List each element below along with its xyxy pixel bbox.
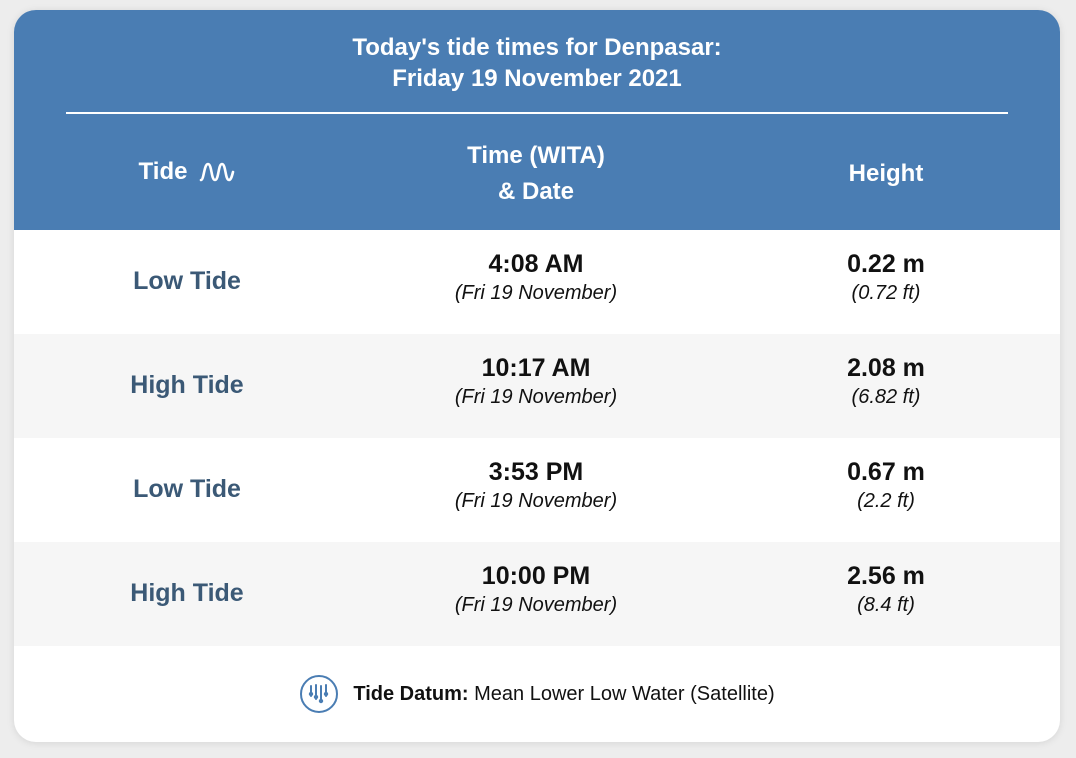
- table-row: Low Tide 4:08 AM (Fri 19 November) 0.22 …: [14, 230, 1060, 334]
- tide-time: 3:53 PM: [488, 458, 584, 486]
- column-header-tide-label: Tide: [138, 158, 188, 185]
- column-header-height: Height: [848, 160, 924, 187]
- tide-time: 10:17 AM: [481, 354, 591, 382]
- header-divider: [66, 112, 1008, 114]
- tide-time-cell: 10:17 AM (Fri 19 November): [386, 352, 686, 410]
- tide-height-cell: 2.56 m (8.4 ft): [786, 560, 986, 618]
- tide-table-header: Today's tide times for Denpasar: Friday …: [14, 10, 1060, 230]
- tide-date: (Fri 19 November): [454, 594, 618, 616]
- tide-date: (Fri 19 November): [454, 490, 618, 512]
- tide-height-ft: (8.4 ft): [857, 594, 915, 616]
- tide-height-cell: 2.08 m (6.82 ft): [786, 352, 986, 410]
- tide-height-cell: 0.22 m (0.72 ft): [786, 248, 986, 306]
- column-header-tide: Tide: [74, 154, 300, 190]
- datum-text: Tide Datum: Mean Lower Low Water (Satell…: [353, 683, 774, 706]
- tide-datum-footer: Tide Datum: Mean Lower Low Water (Satell…: [14, 646, 1060, 742]
- column-header-time: Time (WITA) & Date: [386, 138, 686, 210]
- tide-height-m: 0.67 m: [847, 458, 925, 486]
- tide-time: 10:00 PM: [481, 562, 591, 590]
- tide-height-ft: (0.72 ft): [851, 282, 921, 304]
- table-row: High Tide 10:17 AM (Fri 19 November) 2.0…: [14, 334, 1060, 438]
- datum-label: Tide Datum:: [353, 682, 469, 705]
- column-header-time-line1: Time (WITA): [467, 142, 605, 169]
- tide-type: Low Tide: [133, 475, 241, 503]
- page-title: Today's tide times for Denpasar: Friday …: [14, 32, 1060, 94]
- tide-time: 4:08 AM: [488, 250, 584, 278]
- tide-height-m: 2.56 m: [847, 562, 925, 590]
- table-row: High Tide 10:00 PM (Fri 19 November) 2.5…: [14, 542, 1060, 646]
- tide-time-cell: 4:08 AM (Fri 19 November): [386, 248, 686, 306]
- tide-datum-icon: [300, 675, 339, 713]
- title-line-location: Today's tide times for Denpasar:: [352, 34, 722, 61]
- tide-times-card: Today's tide times for Denpasar: Friday …: [14, 10, 1060, 742]
- tide-date: (Fri 19 November): [454, 386, 618, 408]
- table-row: Low Tide 3:53 PM (Fri 19 November) 0.67 …: [14, 438, 1060, 542]
- tide-type: High Tide: [130, 579, 244, 607]
- tide-time-cell: 10:00 PM (Fri 19 November): [386, 560, 686, 618]
- column-header-time-line2: & Date: [497, 178, 575, 205]
- tide-type: Low Tide: [133, 267, 241, 295]
- tide-height-ft: (2.2 ft): [857, 490, 915, 512]
- datum-value: Mean Lower Low Water (Satellite): [474, 682, 775, 705]
- title-line-date: Friday 19 November 2021: [392, 65, 682, 92]
- wave-icon: [200, 162, 235, 182]
- tide-type: High Tide: [130, 371, 244, 399]
- tide-height-m: 0.22 m: [847, 250, 925, 278]
- tide-height-m: 2.08 m: [847, 354, 925, 382]
- tide-date: (Fri 19 November): [454, 282, 618, 304]
- tide-height-ft: (6.82 ft): [851, 386, 921, 408]
- tide-time-cell: 3:53 PM (Fri 19 November): [386, 456, 686, 514]
- tide-height-cell: 0.67 m (2.2 ft): [786, 456, 986, 514]
